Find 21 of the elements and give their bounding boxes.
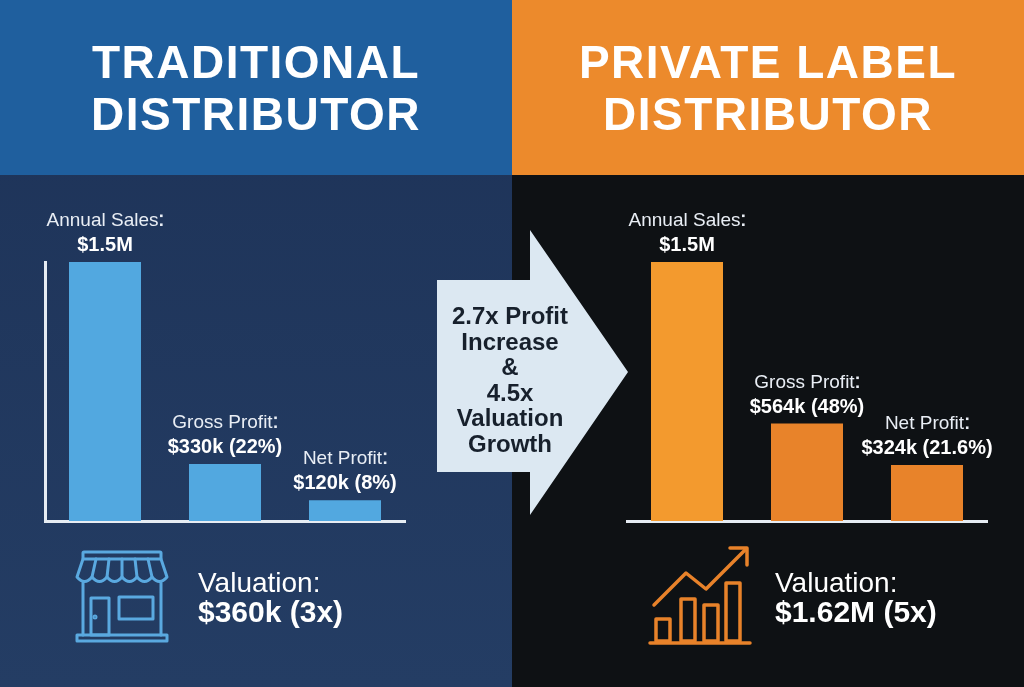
x-tick-label: Gross Profit	[754, 370, 855, 392]
x-tick-label: Net Profit	[302, 447, 383, 469]
data-label: $564k (48%)	[749, 394, 865, 417]
text: &	[500, 353, 520, 380]
chart-title: PRIVATE LABEL DISTRIBUTOR	[577, 35, 959, 140]
text: $1.62M (5x)	[775, 595, 937, 628]
data-label: $324k (21.6%)	[861, 436, 993, 459]
x-tick-label: Net Profit	[884, 412, 965, 434]
data-label: $330k (22%)	[167, 435, 283, 458]
data-label: $1.5M	[659, 233, 715, 255]
data-label: $1.5M	[77, 233, 133, 255]
x-tick-label: Annual Sales	[628, 209, 741, 230]
x-tick-label: Gross Profit	[172, 411, 273, 433]
text: Valuation:	[775, 567, 899, 598]
text: $360k (3x)	[198, 595, 344, 628]
data-label: $120k (8%)	[293, 471, 397, 494]
text: 2.7x Profit Increase	[451, 302, 569, 355]
x-tick-label: Annual Sales	[46, 209, 159, 230]
chart-title: TRADITIONAL DISTRIBUTOR	[90, 35, 422, 140]
text: Valuation:	[198, 567, 322, 598]
text: 4.5x Valuation Growth	[455, 378, 565, 457]
